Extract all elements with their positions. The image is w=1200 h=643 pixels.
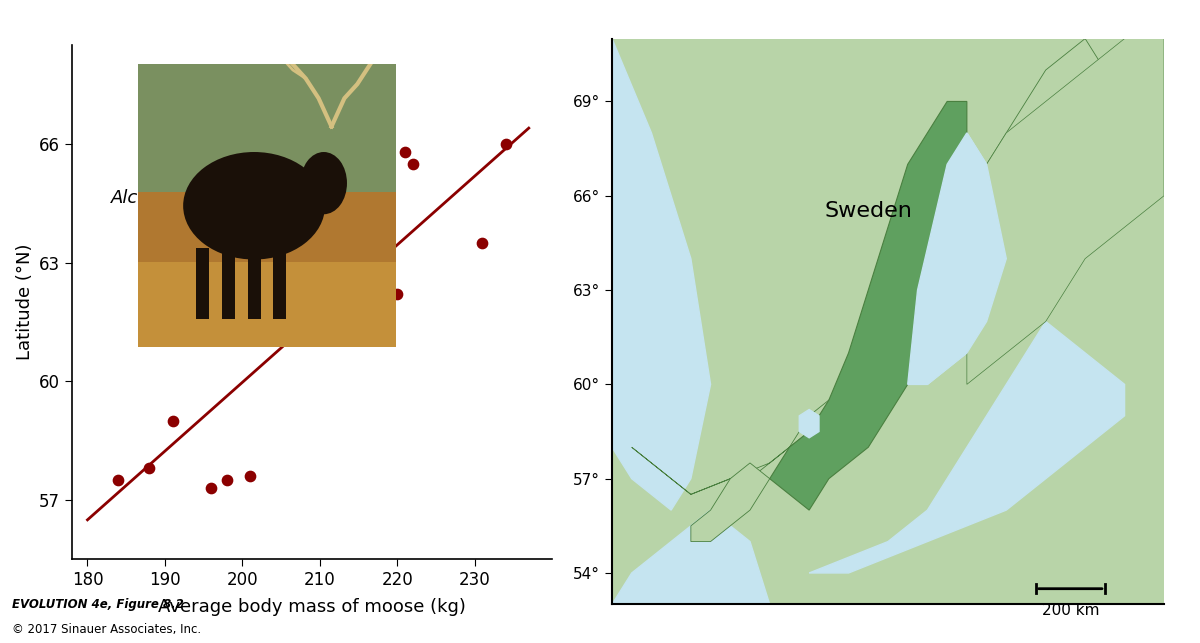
Polygon shape [907, 133, 1007, 385]
Polygon shape [769, 102, 967, 510]
Polygon shape [967, 39, 1164, 385]
Text: 200 km: 200 km [1042, 603, 1099, 618]
Bar [274, 248, 287, 319]
Ellipse shape [184, 152, 325, 260]
Polygon shape [809, 322, 1124, 573]
Point [217, 475, 236, 485]
Point [496, 139, 515, 149]
Polygon shape [691, 463, 769, 541]
Point [202, 483, 221, 493]
Text: Sweden: Sweden [824, 201, 912, 221]
Point [140, 463, 160, 473]
Point [310, 277, 329, 287]
Point [325, 305, 344, 315]
Bar [196, 248, 209, 319]
Point [163, 416, 182, 426]
Point [388, 289, 407, 300]
Polygon shape [612, 39, 1200, 604]
Bar [247, 248, 260, 319]
Text: © 2017 Sinauer Associates, Inc.: © 2017 Sinauer Associates, Inc. [12, 623, 202, 637]
Polygon shape [612, 39, 710, 510]
Y-axis label: Latitude (°N): Latitude (°N) [16, 244, 34, 361]
Ellipse shape [300, 152, 347, 214]
Point [473, 238, 492, 248]
X-axis label: Average body mass of moose (kg): Average body mass of moose (kg) [158, 597, 466, 615]
Polygon shape [907, 133, 1007, 385]
Text: Alces alces: Alces alces [110, 189, 210, 207]
Point [395, 147, 414, 157]
Bar [222, 248, 235, 319]
Text: EVOLUTION 4e, Figure 8.2: EVOLUTION 4e, Figure 8.2 [12, 597, 184, 611]
Point [403, 159, 422, 169]
Polygon shape [612, 510, 769, 604]
Polygon shape [799, 410, 818, 438]
Polygon shape [631, 39, 1124, 494]
Point [240, 471, 259, 482]
Point [109, 475, 128, 485]
